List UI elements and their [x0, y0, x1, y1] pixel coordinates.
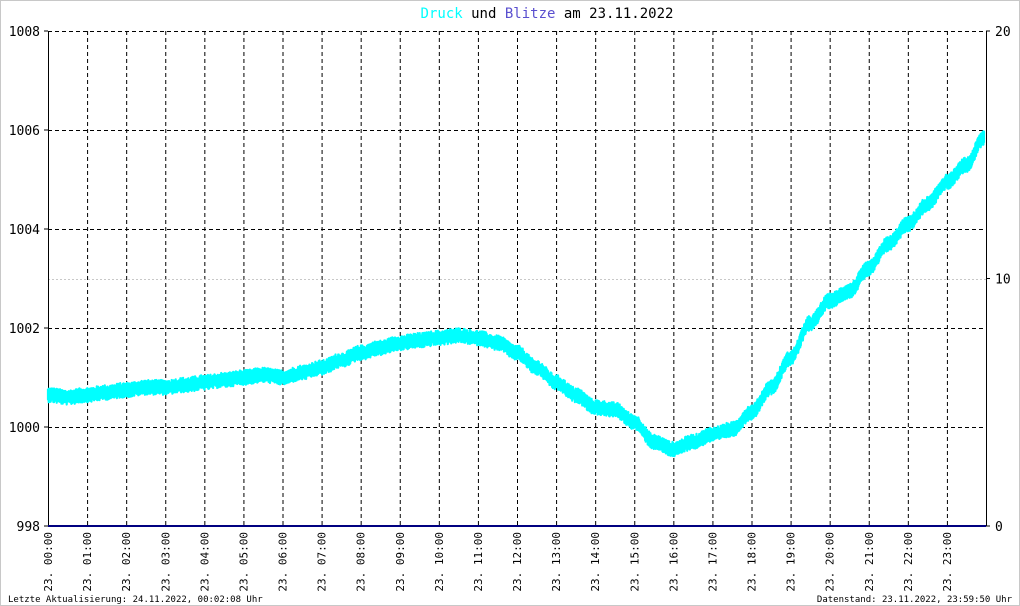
left-tick-label: 1008: [9, 25, 40, 40]
footer-data-status: Datenstand: 23.11.2022, 23:59:50 Uhr: [817, 595, 1013, 605]
x-tick-label: 23. 22:00: [902, 532, 915, 592]
x-tick-label: 23. 08:00: [355, 532, 368, 592]
x-tick-label: 23. 18:00: [746, 532, 759, 592]
x-tick-label: 23. 11:00: [472, 532, 485, 592]
left-tick-label: 1000: [9, 421, 40, 436]
chart-title: Druck und Blitze am 23.11.2022: [421, 6, 674, 22]
title-und: und: [463, 6, 505, 22]
x-tick-label: 23. 04:00: [198, 532, 211, 592]
left-tick-label: 998: [17, 520, 40, 535]
footer-last-update: Letzte Aktualisierung: 24.11.2022, 00:02…: [8, 595, 263, 605]
left-tick-label: 1002: [9, 322, 40, 337]
druck-series-core: [47, 136, 986, 451]
x-tick-label: 23. 14:00: [589, 532, 602, 592]
right-tick-label: 20: [995, 25, 1011, 40]
x-tick-label: 23. 21:00: [863, 532, 876, 592]
x-tick-label: 23. 09:00: [394, 532, 407, 592]
right-axis-ticks: 0 10 20: [986, 25, 1011, 535]
x-tick-label: 23. 00:00: [42, 532, 55, 592]
x-tick-label: 23. 17:00: [706, 532, 719, 592]
x-tick-label: 23. 12:00: [511, 532, 524, 592]
title-druck: Druck: [421, 6, 464, 22]
left-tick-label: 1006: [9, 124, 40, 139]
x-tick-label: 23. 01:00: [81, 532, 94, 592]
x-tick-label: 23. 15:00: [628, 532, 641, 592]
x-axis-ticks: 23. 00:00 23. 01:00 23. 02:00 23. 03:00 23. …: [42, 532, 954, 592]
x-tick-label: 23. 06:00: [277, 532, 290, 592]
x-tick-label: 23. 10:00: [433, 532, 446, 592]
x-tick-label: 23. 20:00: [824, 532, 837, 592]
x-tick-label: 23. 02:00: [120, 532, 133, 592]
x-tick-label: 23. 19:00: [785, 532, 798, 592]
x-tick-label: 23. 05:00: [237, 532, 250, 592]
left-tick-label: 1004: [9, 223, 40, 238]
x-tick-label: 23. 23:00: [941, 532, 954, 592]
x-tick-label: 23. 07:00: [316, 532, 329, 592]
x-tick-label: 23. 03:00: [159, 532, 172, 592]
x-tick-label: 23. 16:00: [667, 532, 680, 592]
x-tick-label: 23. 13:00: [550, 532, 563, 592]
title-date: am 23.11.2022: [555, 6, 673, 22]
right-tick-label: 0: [995, 520, 1003, 535]
grid-lines: [48, 31, 986, 526]
title-blitze: Blitze: [505, 6, 556, 22]
right-tick-label: 10: [995, 273, 1011, 288]
series-layer: [46, 130, 986, 527]
left-axis-ticks: 998 1000 1002 1004 1006 1008: [9, 25, 48, 535]
